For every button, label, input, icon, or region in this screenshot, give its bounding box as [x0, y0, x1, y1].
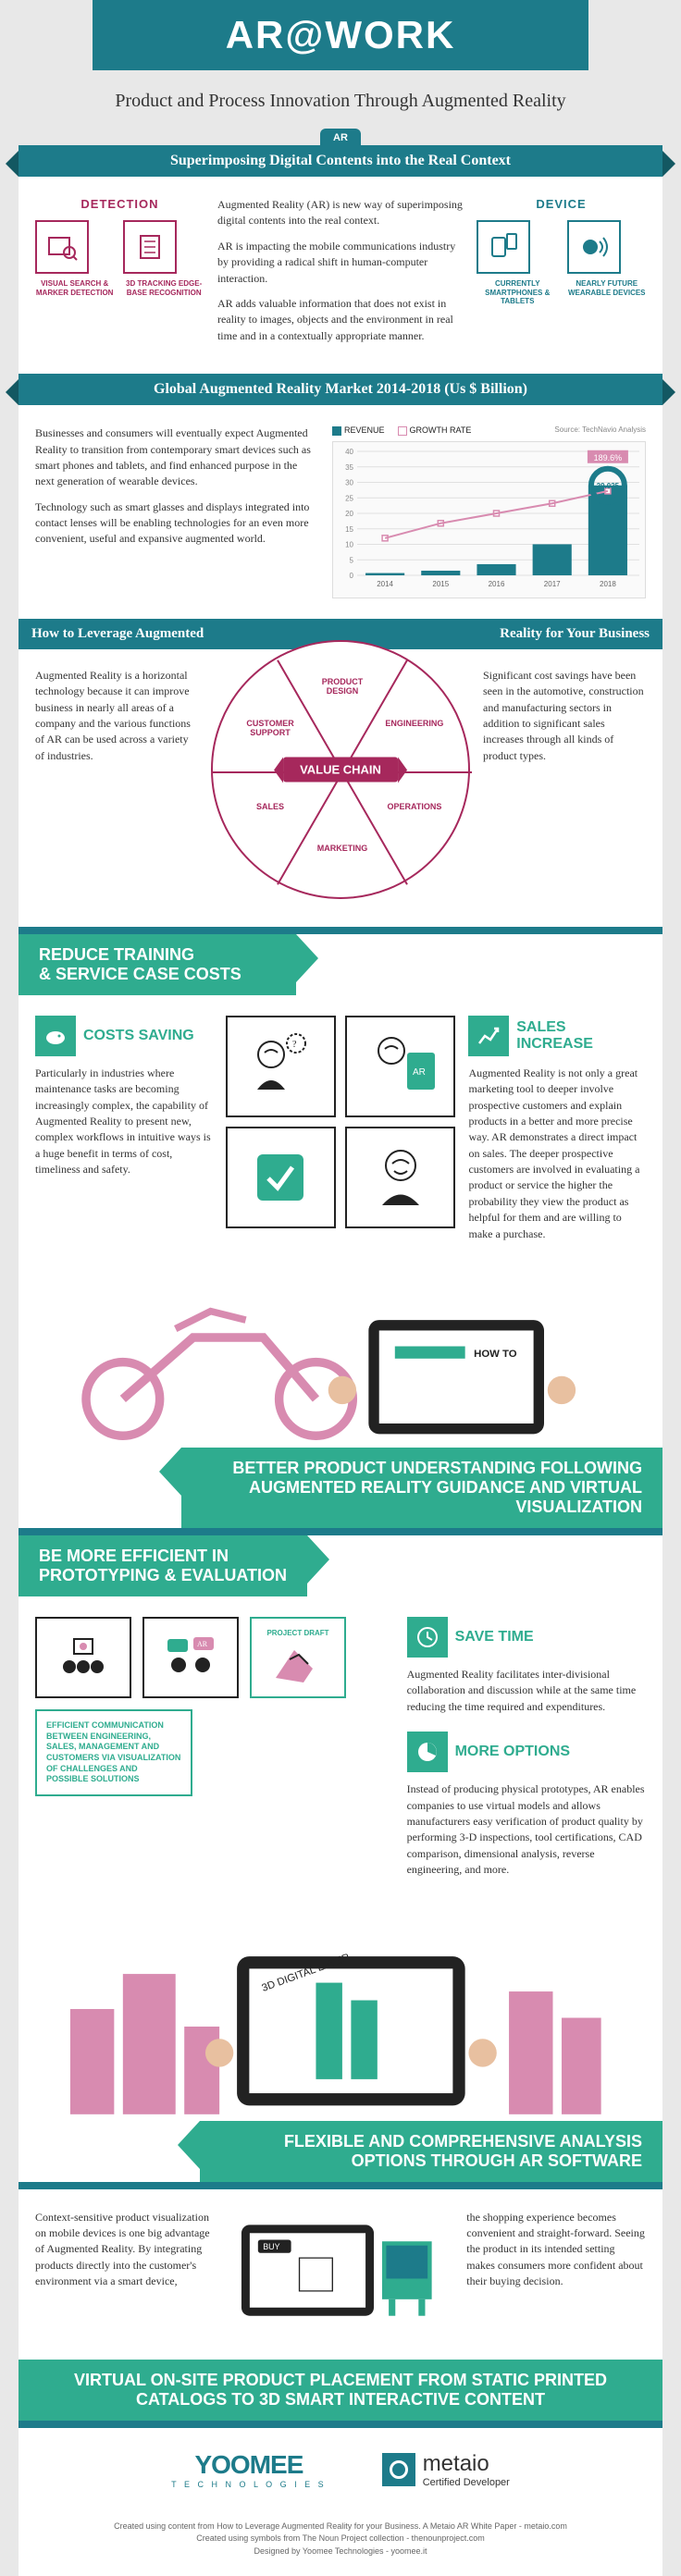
subtitle: Product and Process Innovation Through A… [0, 70, 681, 129]
chart-up-icon [468, 1016, 509, 1056]
svg-text:2016: 2016 [489, 580, 505, 588]
svg-text:?: ? [292, 1040, 297, 1050]
proto-draft-icon: PROJECT DRAFT [250, 1617, 346, 1698]
market-text: Businesses and consumers will eventually… [35, 425, 317, 557]
wearable-icon [567, 220, 621, 274]
market-chart: 0 5 10 15 20 25 30 35 40 2014 2015 2016 2017 2018 189.… [332, 441, 646, 598]
banner-better: BETTER PRODUCT UNDERSTANDING FOLLOWING A… [181, 1448, 662, 1528]
svg-text:10: 10 [345, 540, 353, 548]
svg-text:2014: 2014 [377, 580, 393, 588]
more-options-title: MORE OPTIONS [455, 1744, 570, 1760]
costs-text: Particularly in industries where mainten… [35, 1066, 213, 1178]
svg-text:2015: 2015 [432, 580, 449, 588]
svg-text:189.6%: 189.6% [594, 453, 623, 462]
context-right: the shopping experience becomes convenie… [466, 2210, 646, 2290]
svg-text:20: 20 [345, 510, 353, 518]
3d-tracking-icon [123, 220, 177, 274]
svg-text:29.025: 29.025 [597, 482, 620, 490]
illus-man-thinking: ? [226, 1016, 336, 1117]
banner-reduce: REDUCE TRAINING & SERVICE CASE COSTS [19, 934, 296, 995]
svg-text:AR: AR [197, 1640, 208, 1648]
illus-man-tablet: AR [345, 1016, 455, 1117]
detection-label-0: VISUAL SEARCH & MARKER DETECTION [35, 279, 114, 297]
device-label-1: NEARLY FUTURE WEARABLE DEVICES [567, 279, 646, 297]
intro-text: Augmented Reality (AR) is new way of sup… [217, 197, 464, 353]
smartphone-icon [477, 220, 530, 274]
efficient-box: EFFICIENT COMMUNICATION BETWEEN ENGINEER… [35, 1709, 192, 1796]
svg-text:AR: AR [413, 1067, 426, 1078]
more-options-text: Instead of producing physical prototypes… [407, 1781, 646, 1878]
svg-text:35: 35 [345, 463, 353, 472]
pie-icon [407, 1732, 448, 1772]
svg-text:15: 15 [345, 525, 353, 534]
city-illustration: 3D DIGITAL LAYER [19, 1899, 662, 2121]
title-bar: AR@WORK [93, 0, 588, 70]
chart-legend: REVENUE GROWTH RATE Source: TechNavio An… [332, 425, 646, 436]
svg-text:5: 5 [350, 556, 354, 564]
costs-title: COSTS SAVING [83, 1028, 194, 1044]
ar-badge: AR [0, 129, 681, 147]
value-chain-wheel: PRODUCT DESIGNENGINEERINGOPERATIONSMARKE… [211, 640, 470, 899]
proto-discuss-icon: AR [142, 1617, 239, 1698]
svg-text:HOW TO: HOW TO [474, 1349, 517, 1360]
main-title: AR@WORK [93, 13, 588, 57]
svg-text:40: 40 [345, 448, 353, 456]
chair-illustration: BUY [233, 2210, 449, 2339]
device-label-0: CURRENTLY SMARTPHONES & TABLETS [477, 279, 558, 306]
piggy-icon [35, 1016, 76, 1056]
visual-search-icon [35, 220, 89, 274]
leverage-right-text: Significant cost savings have been seen … [483, 668, 646, 908]
svg-text:2018: 2018 [600, 580, 616, 588]
save-time-title: SAVE TIME [455, 1629, 534, 1645]
banner-flexible: FLEXIBLE AND COMPREHENSIVE ANALYSIS OPTI… [200, 2121, 662, 2182]
save-time-text: Augmented Reality facilitates inter-divi… [407, 1667, 646, 1715]
detection-header: DETECTION [35, 197, 204, 211]
device-header: DEVICE [477, 197, 646, 211]
illus-man-happy [345, 1127, 455, 1228]
svg-text:30: 30 [345, 478, 353, 487]
clock-icon [407, 1617, 448, 1658]
svg-text:BUY: BUY [263, 2242, 279, 2251]
leverage-left-text: Augmented Reality is a horizontal techno… [35, 668, 198, 908]
svg-text:2017: 2017 [544, 580, 561, 588]
motorcycle-illustration: HOW TO [19, 1263, 662, 1448]
footer-logos: YOOMEE T E C H N O L O G I E S metaio Ce… [19, 2428, 662, 2511]
svg-text:25: 25 [345, 494, 353, 502]
credits: Created using content from How to Levera… [19, 2511, 662, 2576]
proto-meeting-icon [35, 1617, 131, 1698]
banner-virtual: VIRTUAL ON-SITE PRODUCT PLACEMENT FROM S… [19, 2360, 662, 2421]
sales-text: Augmented Reality is not only a great ma… [468, 1066, 646, 1242]
svg-text:0: 0 [350, 572, 354, 580]
illus-check [226, 1127, 336, 1228]
sales-title: SALES INCREASE [516, 1019, 646, 1052]
ribbon-superimpose: Superimposing Digital Contents into the … [19, 145, 662, 177]
context-left: Context-sensitive product visualization … [35, 2210, 215, 2290]
ribbon-market: Global Augmented Reality Market 2014-201… [19, 374, 662, 405]
banner-efficient: BE MORE EFFICIENT INPROTOTYPING & EVALUA… [19, 1535, 307, 1596]
detection-label-1: 3D TRACKING EDGE-BASE RECOGNITION [123, 279, 204, 297]
